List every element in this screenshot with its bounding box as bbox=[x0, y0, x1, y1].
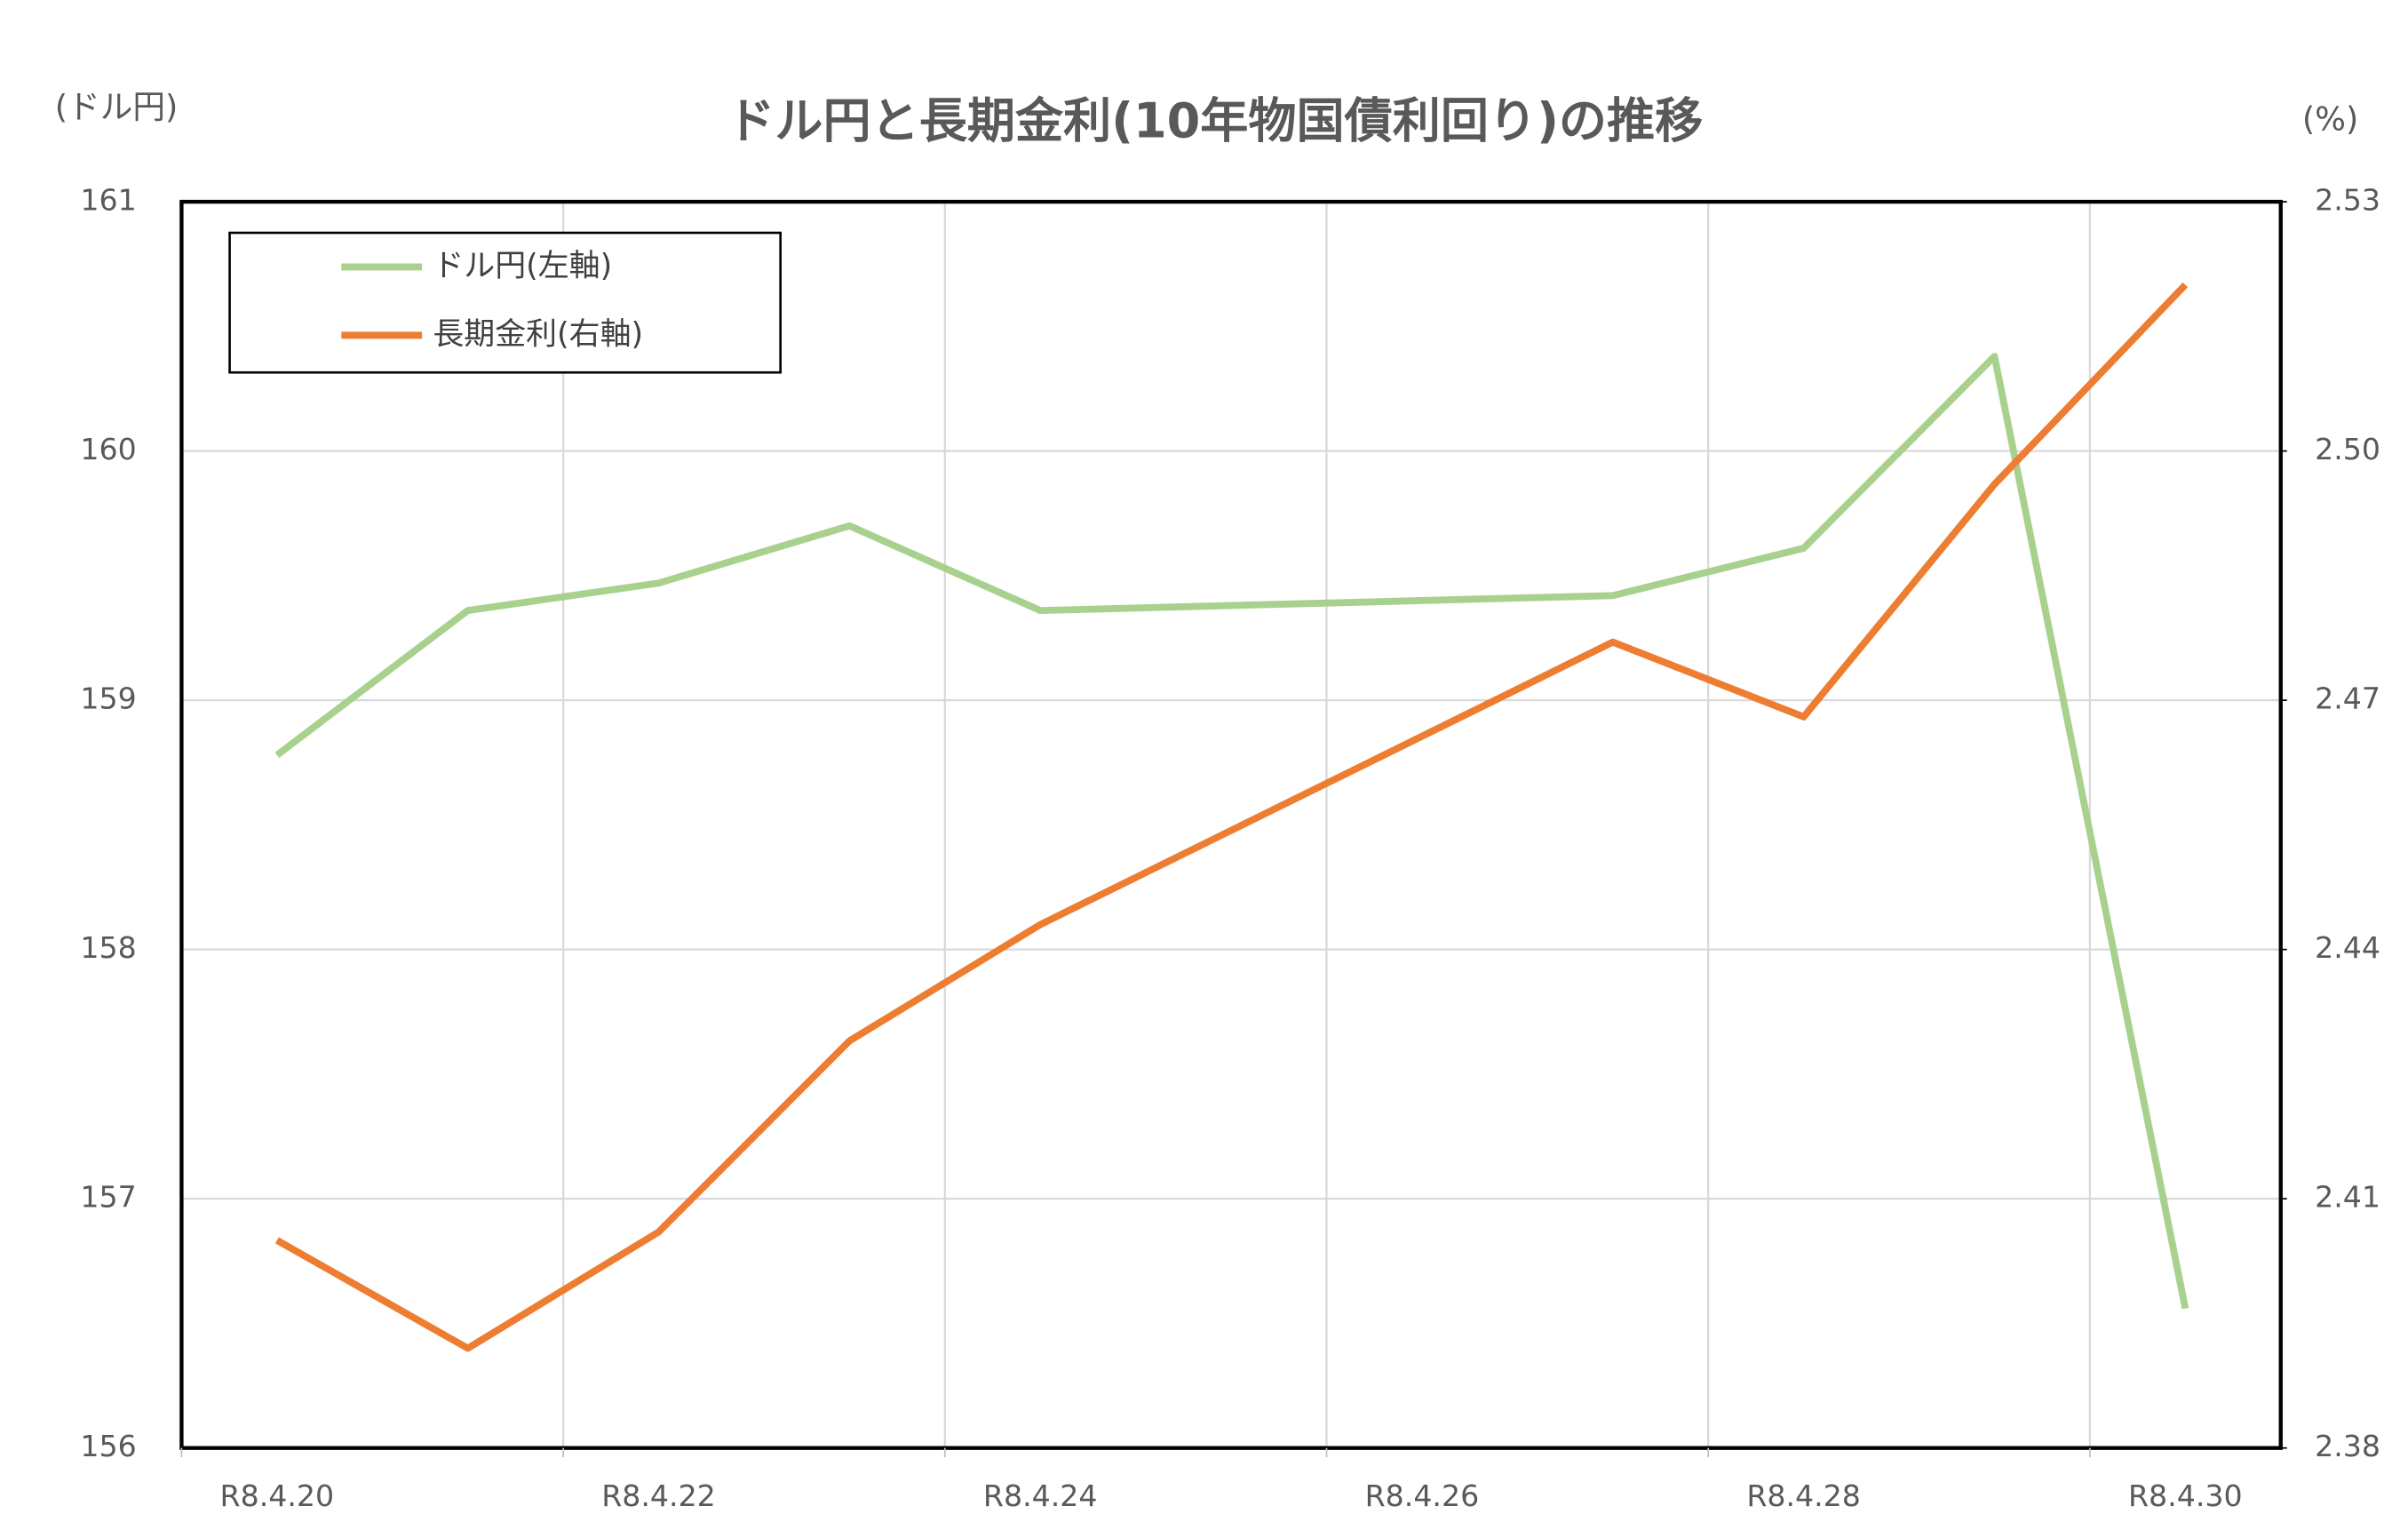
y2-axis-label: (%) bbox=[2302, 100, 2358, 139]
x-tick-label: R8.4.30 bbox=[2128, 1478, 2243, 1513]
y2-tick-label: 2.53 bbox=[2315, 183, 2380, 218]
y2-tick-label: 2.38 bbox=[2315, 1429, 2380, 1463]
y-tick-label: 156 bbox=[80, 1429, 136, 1463]
legend-box bbox=[228, 231, 782, 374]
x-tick-label: R8.4.28 bbox=[1746, 1478, 1861, 1513]
legend-label: ドル円(左軸) bbox=[433, 248, 612, 283]
x-tick-label: R8.4.22 bbox=[601, 1478, 716, 1513]
x-tick-label: R8.4.20 bbox=[220, 1478, 335, 1513]
y-tick-label: 158 bbox=[80, 930, 136, 965]
y2-tick-label: 2.41 bbox=[2315, 1180, 2380, 1215]
series-line bbox=[274, 353, 2189, 1310]
x-tick-label: R8.4.24 bbox=[983, 1478, 1098, 1513]
plot-border bbox=[179, 199, 2283, 1450]
y2-tick-label: 2.47 bbox=[2315, 681, 2380, 716]
y2-tick-label: 2.50 bbox=[2315, 432, 2380, 466]
y-tick-label: 157 bbox=[80, 1180, 136, 1215]
y-axis-label: (ドル円) bbox=[55, 88, 179, 126]
y2-tick-label: 2.44 bbox=[2315, 930, 2380, 965]
series-line bbox=[274, 282, 2189, 1352]
y-tick-label: 159 bbox=[80, 681, 136, 716]
chart-title: ドル円と長期金利(10年物国債利回り)の推移 bbox=[727, 92, 1703, 148]
legend: ドル円(左軸) 長期金利(右軸) bbox=[228, 231, 782, 374]
y-tick-label: 161 bbox=[80, 183, 136, 218]
plot-lines bbox=[274, 282, 2189, 1352]
x-tick-label: R8.4.26 bbox=[1365, 1478, 1480, 1513]
legend-label: 長期金利(右軸) bbox=[433, 316, 643, 352]
y-tick-label: 160 bbox=[80, 432, 136, 466]
